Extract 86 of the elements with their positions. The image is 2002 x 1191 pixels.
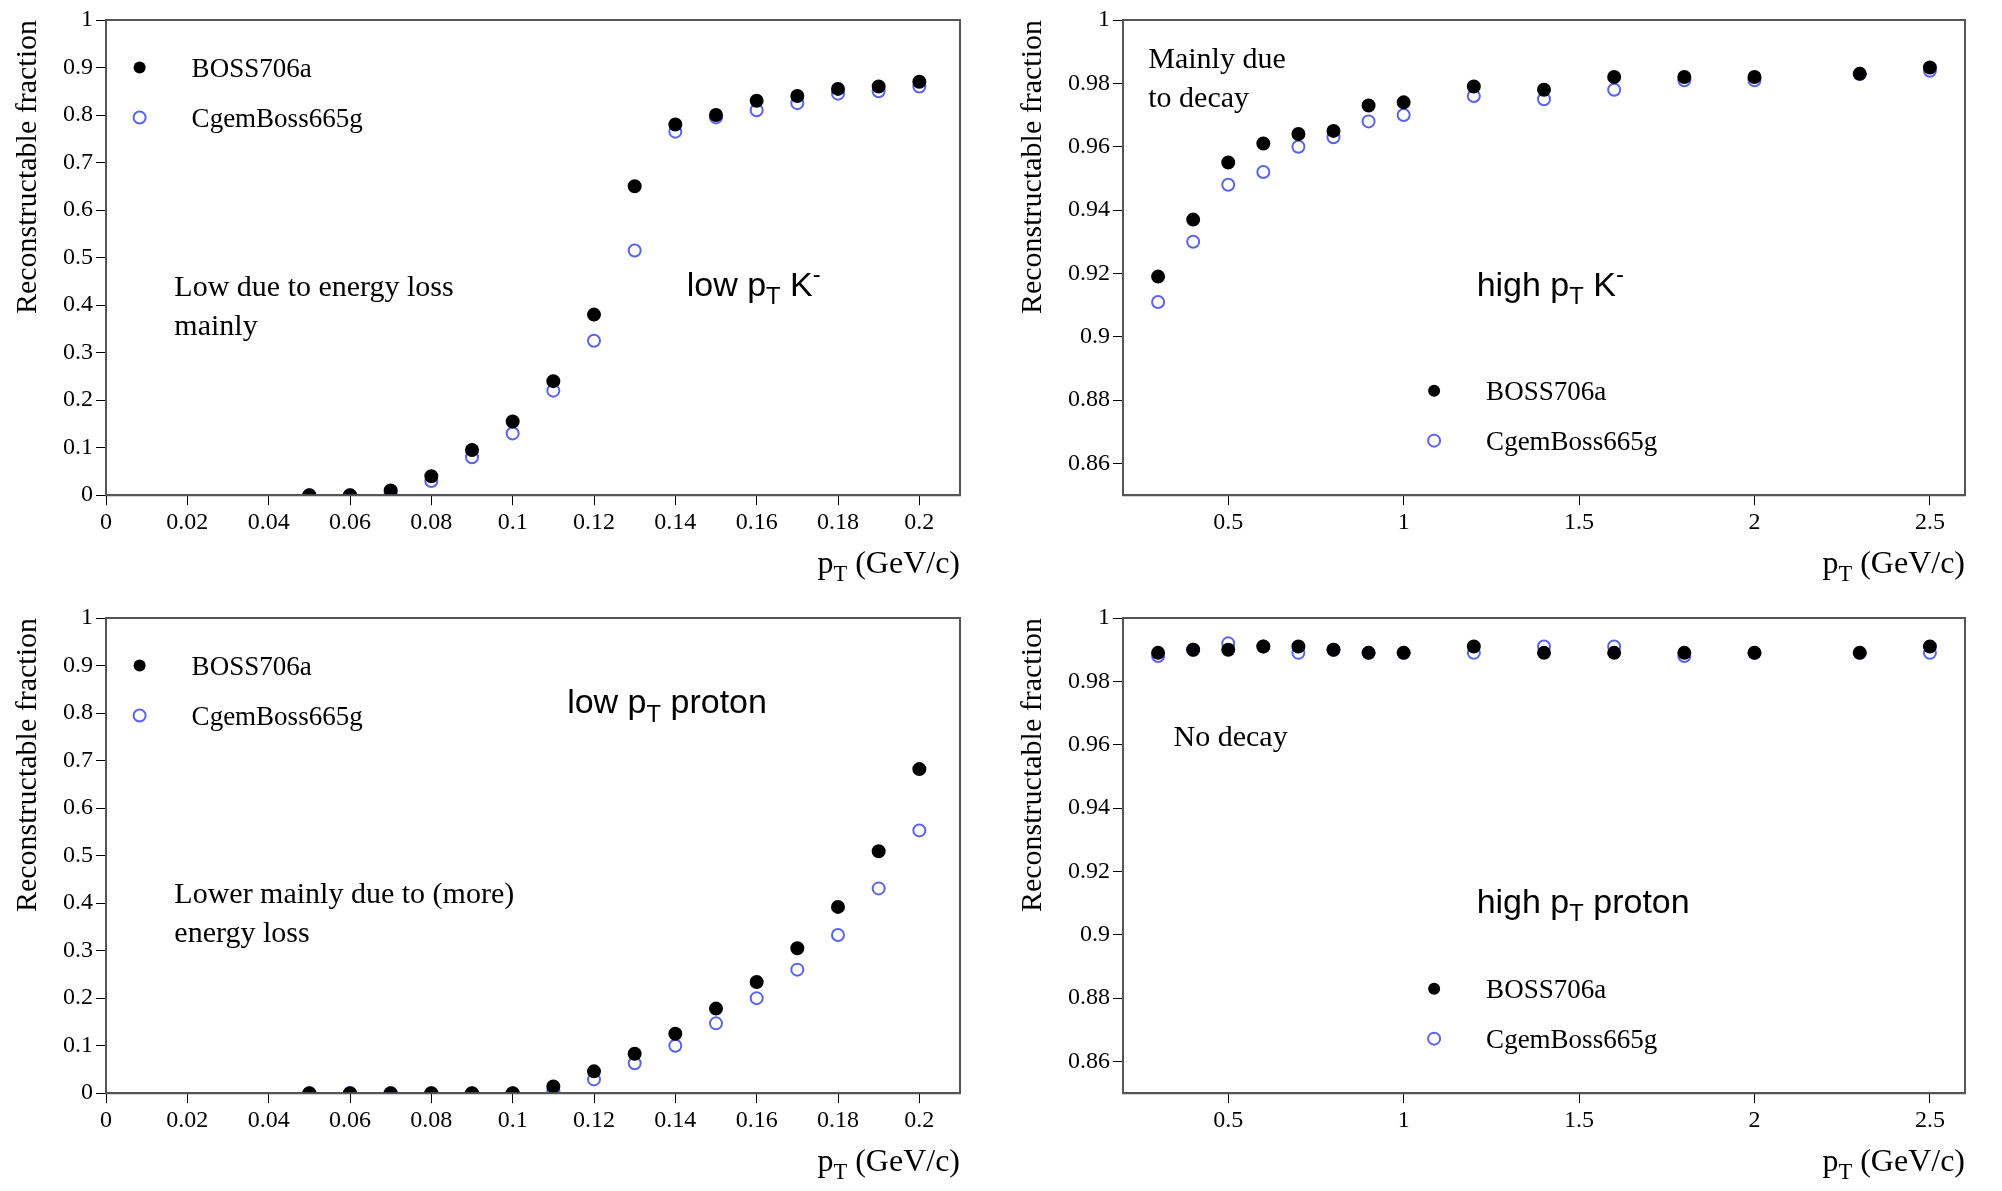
y-tick-label: 0.8 <box>63 698 93 725</box>
x-tick-label: 2 <box>1748 507 1761 534</box>
y-tick-label: 0.5 <box>63 242 93 269</box>
x-tick-label: 0.14 <box>654 507 697 534</box>
legend-label: BOSS706a <box>191 52 312 83</box>
x-tick-label: 0 <box>100 1105 112 1132</box>
x-tick-label: 0.16 <box>735 507 778 534</box>
legend-label: CgemBoss665g <box>1486 1023 1658 1054</box>
y-tick-label: 0.88 <box>1068 983 1110 1010</box>
y-tick-label: 0.98 <box>1068 68 1110 95</box>
y-tick-label: 0.5 <box>63 840 93 867</box>
x-tick-label: 1 <box>1397 507 1410 534</box>
y-tick-label: 0.7 <box>63 745 93 772</box>
x-tick-label: 0.18 <box>817 507 859 534</box>
annotation: No decay <box>1173 719 1288 753</box>
y-tick-label: 0 <box>81 480 93 507</box>
annotation: Mainly due to decay <box>1148 40 1286 113</box>
x-tick-label: 0.5 <box>1213 507 1244 534</box>
y-tick-label: 0.3 <box>63 935 93 962</box>
y-tick-label: 0.9 <box>63 52 93 79</box>
x-tick-label: 0.04 <box>247 1105 290 1132</box>
y-tick-label: 0.92 <box>1068 856 1110 883</box>
y-tick-label: 0.8 <box>63 100 93 127</box>
y-tick-label: 0.3 <box>63 337 93 364</box>
x-tick-label: 1.5 <box>1564 507 1595 534</box>
y-tick-label: 0.86 <box>1068 448 1110 475</box>
y-tick-label: 0.1 <box>63 432 93 459</box>
y-tick-label: 0.9 <box>63 650 93 677</box>
x-tick-label: 0.5 <box>1213 1105 1244 1132</box>
x-tick-label: 0 <box>100 507 112 534</box>
y-tick-label: 0.4 <box>63 888 93 915</box>
x-tick-label: 0.04 <box>247 507 290 534</box>
y-tick-label: 0.9 <box>1080 322 1110 349</box>
x-tick-label: 2 <box>1748 1105 1761 1132</box>
y-axis-title: Reconstructable fraction <box>1014 19 1047 315</box>
legend-label: BOSS706a <box>1486 973 1607 1004</box>
x-tick-label: 1 <box>1397 1105 1410 1132</box>
x-tick-label: 0.2 <box>904 507 935 534</box>
y-tick-label: 1 <box>81 5 93 32</box>
legend-label: BOSS706a <box>1486 375 1607 406</box>
y-tick-label: 1 <box>1098 603 1110 630</box>
y-tick-label: 0.4 <box>63 290 93 317</box>
annotation: Low due to energy loss mainly <box>174 268 454 341</box>
x-tick-label: 2.5 <box>1914 1105 1945 1132</box>
legend-label: CgemBoss665g <box>191 102 363 133</box>
y-tick-label: 0.7 <box>63 147 93 174</box>
y-tick-label: 0 <box>81 1078 93 1105</box>
x-tick-label: 0.06 <box>329 507 371 534</box>
x-tick-label: 0.06 <box>329 1105 371 1132</box>
legend-label: CgemBoss665g <box>1486 425 1658 456</box>
y-axis-title: Reconstructable fraction <box>9 19 42 315</box>
y-tick-label: 0.92 <box>1068 258 1110 285</box>
y-tick-label: 0.2 <box>63 983 93 1010</box>
x-tick-label: 0.08 <box>410 507 453 534</box>
y-tick-label: 0.96 <box>1068 730 1110 757</box>
y-tick-label: 1 <box>81 603 93 630</box>
x-tick-label: 0.14 <box>654 1105 697 1132</box>
x-tick-label: 0.1 <box>497 1105 528 1132</box>
y-tick-label: 0.98 <box>1068 666 1110 693</box>
x-tick-label: 2.5 <box>1914 507 1945 534</box>
x-tick-label: 0.2 <box>904 1105 935 1132</box>
y-tick-label: 0.94 <box>1068 195 1110 222</box>
y-tick-label: 0.88 <box>1068 385 1110 412</box>
x-tick-label: 0.18 <box>817 1105 859 1132</box>
y-tick-label: 0.1 <box>63 1030 93 1057</box>
y-tick-label: 0.94 <box>1068 793 1110 820</box>
x-tick-label: 0.08 <box>410 1105 453 1132</box>
y-tick-label: 0.9 <box>1080 920 1110 947</box>
y-axis-title: Reconstructable fraction <box>1014 617 1047 913</box>
y-tick-label: 1 <box>1098 5 1110 32</box>
annotation: Lower mainly due to (more) energy loss <box>174 876 515 949</box>
y-tick-label: 0.2 <box>63 385 93 412</box>
x-tick-label: 0.16 <box>735 1105 778 1132</box>
x-tick-label: 0.1 <box>497 507 528 534</box>
x-tick-label: 0.02 <box>166 1105 209 1132</box>
y-tick-label: 0.6 <box>63 793 93 820</box>
x-tick-label: 1.5 <box>1564 1105 1595 1132</box>
x-tick-label: 0.12 <box>573 507 615 534</box>
x-tick-label: 0.12 <box>573 1105 615 1132</box>
legend-label: BOSS706a <box>191 650 312 681</box>
y-tick-label: 0.6 <box>63 195 93 222</box>
y-tick-label: 0.86 <box>1068 1046 1110 1073</box>
y-axis-title: Reconstructable fraction <box>9 617 42 913</box>
legend-label: CgemBoss665g <box>191 700 363 731</box>
x-tick-label: 0.02 <box>166 507 209 534</box>
y-tick-label: 0.96 <box>1068 132 1110 159</box>
